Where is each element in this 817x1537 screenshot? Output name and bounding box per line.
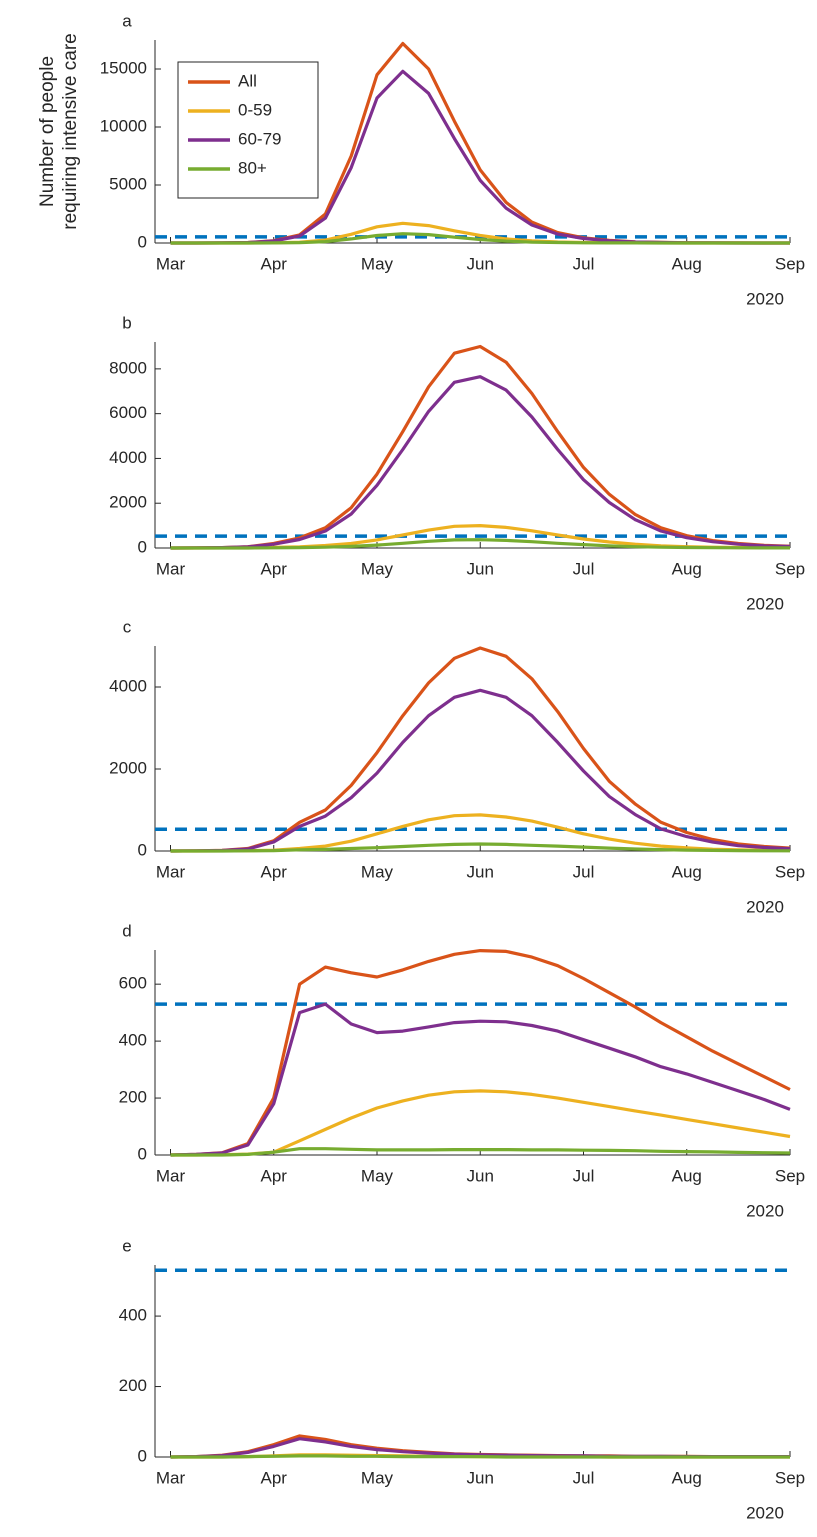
x-tick-label: Jul xyxy=(573,1166,595,1185)
series-line xyxy=(170,949,791,1157)
x-tick-label: Sep xyxy=(775,254,805,273)
y-tick-label: 0 xyxy=(138,1446,147,1465)
y-tick-label: 2000 xyxy=(109,493,147,512)
x-tick-label: Jun xyxy=(467,862,494,881)
panel: e 0 200 400 Mar Apr May Jun Jul Aug Sep 2020 xyxy=(119,1236,806,1522)
y-tick-label: 5000 xyxy=(109,174,147,193)
y-tick-label: 400 xyxy=(119,1031,147,1050)
y-tick-label: 0 xyxy=(138,1144,147,1163)
y-tick-label: 200 xyxy=(119,1376,147,1395)
series-line xyxy=(170,1002,791,1157)
y-tick-label: 4000 xyxy=(109,448,147,467)
legend-label: 80+ xyxy=(238,158,267,177)
x-tick-label: Jul xyxy=(573,559,595,578)
panel: a 0 5000 10000 15000 Mar Apr May Jun Jul Aug Sep 202… xyxy=(37,11,805,308)
x-tick-label: Apr xyxy=(261,1166,288,1185)
y-tick-label: 4000 xyxy=(109,676,147,695)
panel-label: c xyxy=(123,617,132,636)
x-tick-label: Mar xyxy=(156,559,186,578)
x-tick-label: Jun xyxy=(467,254,494,273)
series-line xyxy=(170,688,791,853)
legend-box xyxy=(177,61,319,199)
panel: c 0 2000 4000 Mar Apr May Jun Jul Aug Sep 2020 xyxy=(109,617,805,916)
panel: d 0 200 400 600 Mar Apr May Jun Jul Aug Sep 2020 xyxy=(119,921,806,1220)
series-line xyxy=(170,1437,790,1459)
x-tick-label: May xyxy=(361,559,394,578)
x-tick-label: Jun xyxy=(467,1468,494,1487)
y-tick-label: 0 xyxy=(138,537,147,556)
y-tick-label: 15000 xyxy=(100,58,147,77)
x-tick-label: Jun xyxy=(467,559,494,578)
x-tick-label: May xyxy=(361,1166,394,1185)
x-tick-label: Mar xyxy=(156,862,186,881)
x-tick-label: Aug xyxy=(672,559,702,578)
x-tick-label: Jul xyxy=(573,254,595,273)
x-tick-label: Sep xyxy=(775,862,805,881)
x-tick-label: Mar xyxy=(156,1166,186,1185)
x-tick-label: Apr xyxy=(261,254,288,273)
y-tick-label: 6000 xyxy=(109,403,147,422)
x-tick-label: May xyxy=(361,1468,394,1487)
x-tick-label: Aug xyxy=(672,1468,702,1487)
y-tick-label: 200 xyxy=(119,1088,147,1107)
x-tick-label: Jul xyxy=(573,862,595,881)
series-line xyxy=(170,646,791,853)
y-axis-label: Number of people xyxy=(37,56,58,207)
y-axis-label: requiring intensive care xyxy=(60,33,81,229)
y-tick-label: 2000 xyxy=(109,758,147,777)
series-line xyxy=(170,538,790,550)
panel-label: b xyxy=(122,313,131,332)
x-tick-label: Aug xyxy=(672,1166,702,1185)
legend-label: All xyxy=(238,71,257,90)
x-tick-label: Sep xyxy=(775,559,805,578)
series-line xyxy=(170,375,791,550)
series-line xyxy=(170,1454,790,1459)
series-line xyxy=(170,232,790,245)
x-tick-label: Aug xyxy=(672,862,702,881)
x-tick-label: Mar xyxy=(156,254,186,273)
x-tick-label: May xyxy=(361,254,394,273)
x-year-label: 2020 xyxy=(746,897,784,916)
y-tick-label: 8000 xyxy=(109,358,147,377)
x-tick-label: Sep xyxy=(775,1166,805,1185)
x-tick-label: Apr xyxy=(261,559,288,578)
y-tick-label: 600 xyxy=(119,974,147,993)
legend: All 0-59 60-79 80+ xyxy=(177,61,319,199)
x-tick-label: Sep xyxy=(775,1468,805,1487)
series-line xyxy=(170,842,790,853)
x-year-label: 2020 xyxy=(746,1503,784,1522)
panel-label: d xyxy=(122,921,131,940)
x-tick-label: May xyxy=(361,862,394,881)
x-tick-label: Apr xyxy=(261,1468,288,1487)
x-tick-label: Mar xyxy=(156,1468,186,1487)
y-tick-label: 0 xyxy=(138,840,147,859)
y-tick-label: 10000 xyxy=(100,116,147,135)
panel-label: a xyxy=(122,11,132,30)
x-tick-label: Jul xyxy=(573,1468,595,1487)
x-year-label: 2020 xyxy=(746,1201,784,1220)
series-line xyxy=(170,1147,791,1157)
y-tick-label: 0 xyxy=(138,232,147,251)
x-tick-label: Jun xyxy=(467,1166,494,1185)
y-tick-label: 400 xyxy=(119,1306,147,1325)
legend-label: 60-79 xyxy=(238,129,281,148)
x-tick-label: Apr xyxy=(261,862,288,881)
legend-label: 0-59 xyxy=(238,100,272,119)
x-year-label: 2020 xyxy=(746,289,784,308)
panel-label: e xyxy=(122,1236,131,1255)
x-year-label: 2020 xyxy=(746,594,784,613)
panel: b 0 2000 4000 6000 8000 Mar Apr May Jun Jul Aug Sep 2… xyxy=(109,313,805,613)
x-tick-label: Aug xyxy=(672,254,702,273)
